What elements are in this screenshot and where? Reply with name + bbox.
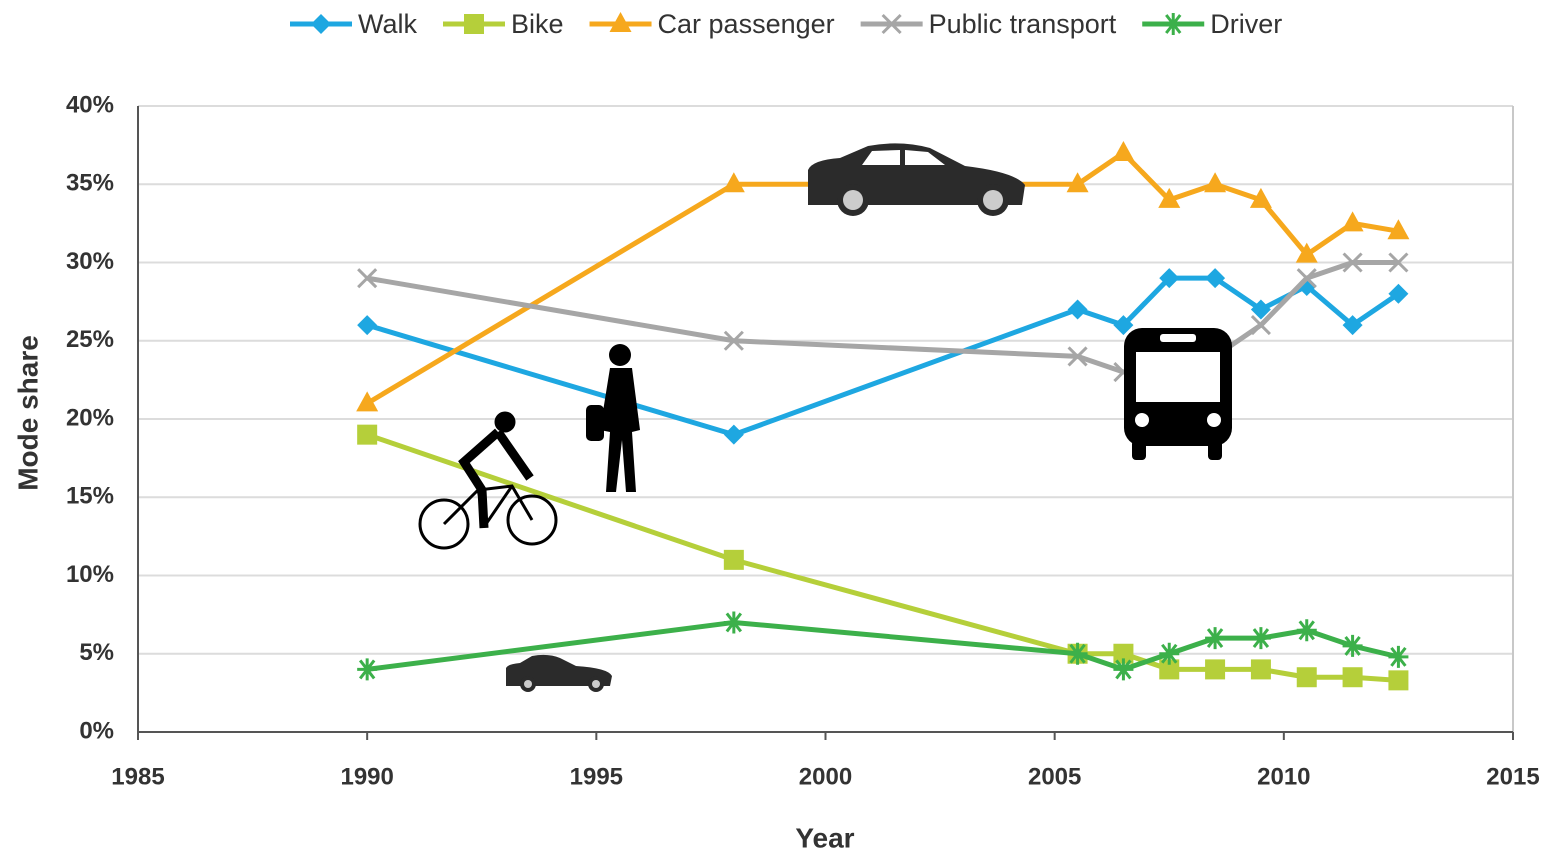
series-line <box>366 619 1400 672</box>
bus-icon <box>1124 328 1232 460</box>
legend-label: Driver <box>1210 9 1282 39</box>
x-tick-label: 2000 <box>799 763 852 790</box>
marker <box>1341 211 1364 232</box>
marker <box>1250 299 1271 320</box>
marker <box>357 658 378 681</box>
marker <box>1342 634 1363 657</box>
marker <box>1342 315 1363 336</box>
marker <box>723 549 744 570</box>
grid: 0% 5% 10% 15% 20% 25% 30% 35% 40% 1985 1990 1995 200… <box>66 91 1540 790</box>
x-tick-label: 2015 <box>1486 763 1539 790</box>
y-tick-label: 20% <box>66 404 114 431</box>
y-tick-label: 30% <box>66 248 114 275</box>
car-icon-small <box>506 654 612 692</box>
marker <box>1250 659 1271 680</box>
y-tick-label: 5% <box>79 639 114 666</box>
series-line <box>366 432 1399 683</box>
marker <box>356 391 379 412</box>
legend: Walk Bike Car passenger Public transport Dri… <box>290 9 1282 39</box>
x-tick-label: 2010 <box>1257 763 1310 790</box>
marker <box>1113 315 1134 336</box>
marker <box>1163 13 1184 35</box>
marker <box>1159 268 1180 289</box>
y-tick-label: 15% <box>66 483 114 510</box>
cyclist-icon <box>418 411 558 550</box>
legend-label: Bike <box>511 9 564 39</box>
marker <box>1159 659 1180 680</box>
marker <box>1388 252 1409 273</box>
legend-label: Car passenger <box>658 9 835 39</box>
y-tick-label: 0% <box>79 717 114 744</box>
marker <box>1250 315 1271 336</box>
series-line <box>366 260 1399 375</box>
marker <box>1296 619 1317 642</box>
marker <box>1342 667 1363 688</box>
marker <box>1067 346 1088 367</box>
marker <box>1388 670 1409 691</box>
marker <box>881 13 902 35</box>
y-tick-label: 40% <box>66 91 114 118</box>
x-tick-label: 1985 <box>111 763 164 790</box>
marker <box>1067 642 1088 665</box>
marker <box>609 12 632 32</box>
marker <box>464 14 484 34</box>
marker <box>1342 252 1363 273</box>
marker <box>1296 667 1317 688</box>
marker <box>723 330 744 351</box>
marker <box>1387 219 1410 240</box>
y-tick-label: 25% <box>66 326 114 353</box>
marker <box>1159 642 1180 665</box>
marker <box>1204 172 1227 193</box>
marker <box>1205 268 1226 289</box>
legend-label: Walk <box>358 9 417 39</box>
series-layer <box>356 140 1410 691</box>
marker <box>357 424 378 445</box>
marker <box>1066 172 1089 193</box>
marker <box>1113 643 1134 664</box>
y-axis-title: Mode share <box>12 335 43 491</box>
marker <box>1205 627 1226 650</box>
marker <box>1249 187 1272 208</box>
x-tick-label: 1995 <box>570 763 623 790</box>
marker <box>357 268 378 289</box>
marker <box>1250 627 1271 650</box>
icons <box>418 143 1232 692</box>
marker <box>722 172 745 193</box>
walker-icon <box>586 344 640 492</box>
marker <box>1205 659 1226 680</box>
marker <box>723 424 744 445</box>
marker <box>723 611 744 634</box>
x-tick-label: 1990 <box>340 763 393 790</box>
marker <box>1296 268 1317 289</box>
y-tick-label: 10% <box>66 561 114 588</box>
y-tick-label: 35% <box>66 170 114 197</box>
marker <box>311 14 331 34</box>
x-axis-title: Year <box>795 822 854 853</box>
legend-label: Public transport <box>929 9 1117 39</box>
marker <box>1067 299 1088 320</box>
car-icon <box>808 143 1025 216</box>
marker <box>1388 283 1409 304</box>
series-line <box>366 275 1400 438</box>
marker <box>1388 645 1409 668</box>
marker <box>1112 140 1135 161</box>
x-tick-label: 2005 <box>1028 763 1081 790</box>
marker <box>357 315 378 336</box>
marker <box>1113 658 1134 681</box>
marker <box>1295 242 1318 263</box>
marker <box>1158 187 1181 208</box>
